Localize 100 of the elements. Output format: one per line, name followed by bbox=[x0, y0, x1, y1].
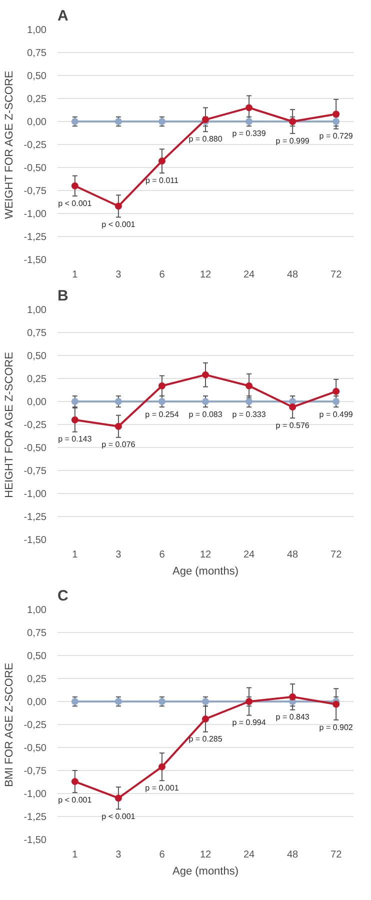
annotation: p = 0.001 bbox=[145, 783, 180, 792]
annotation: p < 0.001 bbox=[58, 198, 92, 208]
x-tick-label: 24 bbox=[243, 850, 256, 860]
x-tick-label: 48 bbox=[286, 550, 299, 560]
x-tick-label: 1 bbox=[72, 550, 78, 560]
point bbox=[71, 698, 78, 705]
annotation: p = 0.999 bbox=[276, 136, 310, 146]
point bbox=[246, 382, 253, 390]
y-tick-label: -1,00 bbox=[24, 489, 47, 500]
y-tick-label: 0,50 bbox=[27, 651, 47, 662]
x-tick-label: 3 bbox=[116, 550, 122, 560]
y-tick-label: 0,25 bbox=[27, 674, 47, 685]
x-tick-label: 72 bbox=[330, 550, 342, 560]
y-tick-label: -1,25 bbox=[24, 812, 47, 823]
y-tick-label: -1,50 bbox=[24, 255, 47, 266]
x-tick-label: 48 bbox=[286, 270, 299, 280]
point bbox=[289, 693, 296, 700]
point bbox=[158, 763, 166, 770]
y-tick-label: 0,00 bbox=[27, 697, 47, 708]
point bbox=[71, 182, 78, 190]
annotation: p = 0.902 bbox=[319, 722, 354, 732]
point bbox=[158, 398, 166, 405]
x-tick-label: 12 bbox=[200, 550, 212, 560]
x-tick-label: 3 bbox=[116, 270, 122, 280]
y-tick-label: 0,00 bbox=[27, 117, 47, 128]
point bbox=[289, 398, 296, 405]
annotation: p = 0.339 bbox=[232, 128, 266, 138]
annotation: p < 0.001 bbox=[58, 795, 92, 804]
x-axis-title: Age (months) bbox=[172, 866, 239, 878]
annotation: p = 0.285 bbox=[188, 734, 223, 744]
annotation: p = 0.729 bbox=[319, 132, 354, 141]
y-tick-label: 0,75 bbox=[27, 628, 47, 639]
annotation: p < 0.001 bbox=[102, 812, 136, 821]
x-axis-title: Age (months) bbox=[172, 566, 239, 578]
point bbox=[71, 118, 78, 125]
annotation: p = 0.011 bbox=[145, 176, 180, 185]
y-tick-label: 0,25 bbox=[27, 94, 47, 105]
y-axis-title: BMI FOR AGE Z-SCORE bbox=[4, 662, 16, 787]
y-axis-title: HEIGHT FOR AGE Z-SCORE bbox=[4, 352, 16, 498]
y-tick-label: -0,50 bbox=[24, 443, 47, 454]
y-tick-label: -0,75 bbox=[24, 186, 47, 197]
point bbox=[158, 158, 166, 165]
x-tick-label: 6 bbox=[159, 270, 166, 280]
point bbox=[289, 404, 296, 411]
y-tick-label: -1,25 bbox=[24, 232, 47, 243]
x-tick-label: 24 bbox=[243, 270, 256, 280]
annotation: p = 0.499 bbox=[319, 410, 354, 419]
x-tick-label: 1 bbox=[72, 270, 78, 280]
point bbox=[114, 202, 122, 210]
x-tick-label: 3 bbox=[116, 850, 122, 860]
y-tick-label: -0,50 bbox=[24, 743, 47, 754]
x-tick-label: 48 bbox=[286, 850, 299, 860]
x-tick-label: 72 bbox=[330, 850, 342, 860]
y-tick-label: -1,50 bbox=[24, 835, 47, 846]
point bbox=[114, 398, 122, 405]
chart-title: C bbox=[58, 588, 68, 604]
point bbox=[202, 715, 209, 722]
y-tick-label: -1,00 bbox=[24, 789, 47, 800]
point bbox=[246, 104, 253, 112]
annotation: p = 0.083 bbox=[188, 410, 223, 419]
point bbox=[158, 698, 166, 705]
x-tick-label: 6 bbox=[159, 550, 166, 560]
annotation: p = 0.143 bbox=[58, 434, 92, 444]
point bbox=[202, 398, 209, 405]
chart-title: B bbox=[58, 288, 68, 304]
y-tick-label: 1,00 bbox=[27, 25, 47, 36]
y-tick-label: -0,25 bbox=[24, 140, 47, 151]
x-tick-label: 72 bbox=[330, 270, 342, 280]
point bbox=[71, 398, 78, 405]
x-tick-label: 6 bbox=[159, 850, 166, 860]
chart-title: A bbox=[58, 8, 68, 24]
point bbox=[158, 382, 166, 390]
point bbox=[114, 698, 122, 705]
annotation: p < 0.001 bbox=[102, 220, 136, 230]
y-tick-label: -0,25 bbox=[24, 420, 47, 431]
point bbox=[71, 416, 78, 424]
y-tick-label: -0,75 bbox=[24, 766, 47, 777]
point bbox=[158, 118, 166, 125]
y-tick-label: -0,50 bbox=[24, 163, 47, 174]
y-tick-label: 1,00 bbox=[27, 605, 47, 616]
y-tick-label: -1,50 bbox=[24, 535, 47, 546]
point bbox=[114, 794, 122, 802]
y-tick-label: -1,25 bbox=[24, 512, 47, 523]
annotation: p = 0.880 bbox=[188, 134, 223, 144]
x-tick-label: 24 bbox=[243, 550, 256, 560]
x-tick-label: 12 bbox=[200, 850, 212, 860]
point bbox=[114, 118, 122, 125]
y-tick-label: -0,75 bbox=[24, 466, 47, 477]
annotation: p = 0.843 bbox=[276, 712, 310, 722]
y-tick-label: 0,75 bbox=[27, 48, 47, 59]
point bbox=[202, 371, 209, 378]
annotation: p = 0.333 bbox=[232, 410, 266, 419]
annotation: p = 0.076 bbox=[102, 440, 136, 450]
y-tick-label: -1,00 bbox=[24, 209, 47, 220]
point bbox=[332, 398, 340, 405]
y-tick-label: 0,50 bbox=[27, 351, 47, 362]
y-tick-label: 0,00 bbox=[27, 397, 47, 408]
annotation: p = 0.994 bbox=[232, 718, 266, 728]
y-axis-title: WEIGHT FOR AGE Z-SCORE bbox=[4, 70, 16, 220]
annotation: p = 0.254 bbox=[145, 410, 180, 419]
